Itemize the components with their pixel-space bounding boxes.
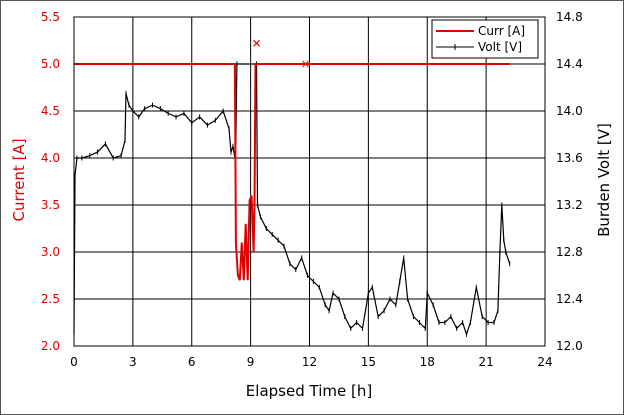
x-tick-label: 21 xyxy=(478,355,493,369)
x-tick-label: 15 xyxy=(361,355,376,369)
series-curr-line xyxy=(74,63,510,281)
right-y-tick-label: 14.4 xyxy=(556,57,583,71)
right-y-tick-label: 13.6 xyxy=(556,151,583,165)
legend-curr-label: Curr [A] xyxy=(478,24,525,38)
right-y-tick-label: 12.4 xyxy=(556,292,583,306)
x-tick-label: 3 xyxy=(129,355,137,369)
right-y-tick-label: 12.8 xyxy=(556,245,583,259)
right-y-axis-title: Burden Volt [V] xyxy=(595,123,613,237)
legend: Curr [A] Volt [V] xyxy=(431,19,539,59)
x-tick-label: 24 xyxy=(537,355,552,369)
x-tick-label: 18 xyxy=(420,355,435,369)
x-tick-label: 12 xyxy=(302,355,317,369)
tick-labels: 0 3 6 9 12 15 18 21 24 2.0 2.5 3.0 3.5 4.0 4.5 5.0 5.5 12… xyxy=(41,10,583,369)
plot-area-border xyxy=(73,16,546,347)
left-y-tick-label: 2.0 xyxy=(41,339,60,353)
right-y-tick-label: 13.2 xyxy=(556,198,583,212)
left-y-tick-label: 5.5 xyxy=(41,10,60,24)
legend-box xyxy=(431,19,539,59)
x-tick-label: 6 xyxy=(188,355,196,369)
left-y-tick-label: 3.5 xyxy=(41,198,60,212)
left-y-axis-title: Current [A] xyxy=(10,138,28,221)
curr-x-marker xyxy=(302,60,309,68)
x-tick-label: 9 xyxy=(247,355,255,369)
left-y-tick-label: 3.0 xyxy=(41,245,60,259)
left-y-tick-label: 4.0 xyxy=(41,151,60,165)
left-y-tick-label: 2.5 xyxy=(41,292,60,306)
x-tick-label: 0 xyxy=(70,355,78,369)
series-layer xyxy=(73,39,511,337)
left-y-tick-label: 5.0 xyxy=(41,57,60,71)
right-y-tick-label: 14.8 xyxy=(556,10,583,24)
series-volt-markers xyxy=(73,61,511,337)
x-axis-title: Elapsed Time [h] xyxy=(246,382,372,400)
series-curr-markers xyxy=(253,39,309,68)
curr-x-marker xyxy=(253,39,260,47)
right-y-tick-label: 14.0 xyxy=(556,104,583,118)
legend-volt-label: Volt [V] xyxy=(478,40,522,54)
left-y-tick-label: 4.5 xyxy=(41,104,60,118)
right-y-tick-label: 12.0 xyxy=(556,339,583,353)
